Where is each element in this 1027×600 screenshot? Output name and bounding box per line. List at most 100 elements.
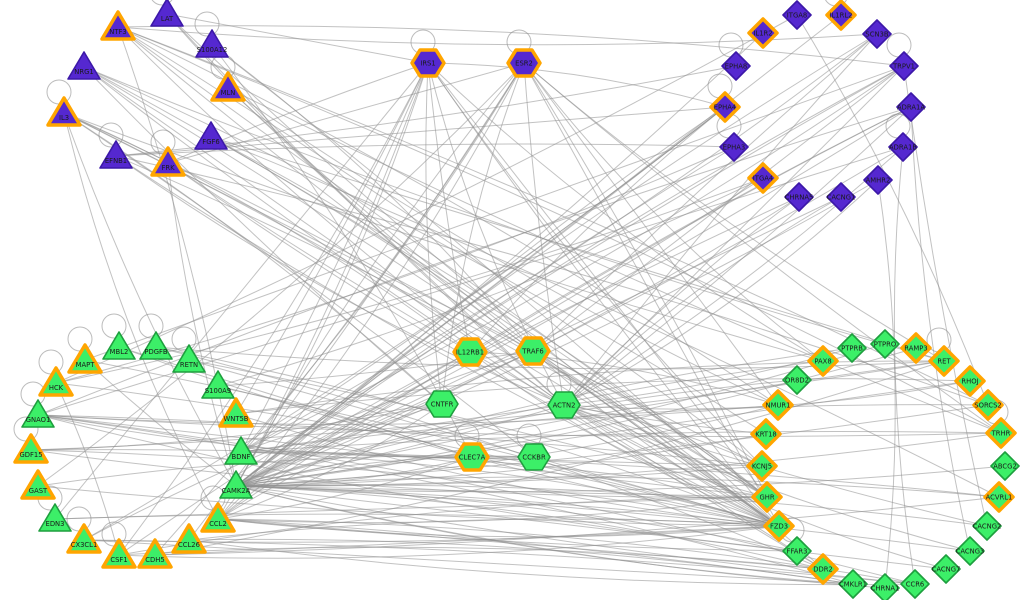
node-NTF3[interactable]: NTF3 xyxy=(100,10,136,41)
triangle-node-shape[interactable] xyxy=(67,343,103,374)
diamond-node-shape[interactable] xyxy=(983,481,1015,513)
node-CHRNA5[interactable]: CHRNA5 xyxy=(784,182,814,212)
hexagon-node-shape[interactable] xyxy=(547,391,581,419)
diamond-node-shape[interactable] xyxy=(888,132,918,162)
node-NRG1[interactable]: NRG1 xyxy=(67,51,101,80)
diamond-node-shape[interactable] xyxy=(972,389,1004,421)
triangle-node-shape[interactable] xyxy=(200,502,236,533)
diamond-node-shape[interactable] xyxy=(747,162,779,194)
triangle-node-shape[interactable] xyxy=(46,96,82,127)
node-CCR6[interactable]: CCR6 xyxy=(900,569,930,599)
node-CACNG2[interactable]: CACNG2 xyxy=(972,511,1002,541)
diamond-node-shape[interactable] xyxy=(746,450,778,482)
node-AMHR2[interactable]: AMHR2 xyxy=(863,165,893,195)
diamond-node-shape[interactable] xyxy=(807,345,839,377)
diamond-node-shape[interactable] xyxy=(838,569,868,599)
triangle-node-shape[interactable] xyxy=(66,523,102,554)
hexagon-node-shape[interactable] xyxy=(506,48,542,78)
triangle-node-shape[interactable] xyxy=(224,436,258,465)
hexagon-node-shape[interactable] xyxy=(452,337,488,367)
diamond-node-shape[interactable] xyxy=(863,165,893,195)
triangle-node-shape[interactable] xyxy=(38,366,74,397)
node-ACVRL1[interactable]: ACVRL1 xyxy=(983,481,1015,513)
diamond-node-shape[interactable] xyxy=(807,553,839,585)
triangle-node-shape[interactable] xyxy=(150,146,186,177)
diamond-node-shape[interactable] xyxy=(751,481,783,513)
diamond-node-shape[interactable] xyxy=(985,417,1017,449)
hexagon-node-shape[interactable] xyxy=(515,336,551,366)
triangle-node-shape[interactable] xyxy=(201,370,235,399)
diamond-node-shape[interactable] xyxy=(782,536,812,566)
hexagon-node-shape[interactable] xyxy=(517,443,551,471)
diamond-node-shape[interactable] xyxy=(784,182,814,212)
triangle-node-shape[interactable] xyxy=(218,397,254,428)
diamond-node-shape[interactable] xyxy=(719,132,749,162)
triangle-node-shape[interactable] xyxy=(150,0,184,27)
node-ESR2[interactable]: ESR2 xyxy=(506,48,542,78)
node-OR8D2[interactable]: OR8D2 xyxy=(782,365,812,395)
triangle-node-shape[interactable] xyxy=(13,433,49,464)
diamond-node-shape[interactable] xyxy=(889,51,919,81)
node-CACNG7[interactable]: CACNG7 xyxy=(931,554,961,584)
triangle-node-shape[interactable] xyxy=(101,538,137,569)
node-RHOJ[interactable]: RHOJ xyxy=(954,365,986,397)
hexagon-node-shape[interactable] xyxy=(425,390,459,418)
triangle-node-shape[interactable] xyxy=(219,470,253,499)
diamond-node-shape[interactable] xyxy=(782,365,812,395)
diamond-node-shape[interactable] xyxy=(928,345,960,377)
triangle-node-shape[interactable] xyxy=(210,71,246,102)
node-CCKBR[interactable]: CCKBR xyxy=(517,443,551,471)
diamond-node-shape[interactable] xyxy=(762,389,794,421)
diamond-node-shape[interactable] xyxy=(954,365,986,397)
diamond-node-shape[interactable] xyxy=(900,332,932,364)
hexagon-node-shape[interactable] xyxy=(454,442,490,472)
diamond-node-shape[interactable] xyxy=(825,0,857,31)
triangle-node-shape[interactable] xyxy=(67,51,101,80)
triangle-node-shape[interactable] xyxy=(172,344,206,373)
diamond-node-shape[interactable] xyxy=(837,333,867,363)
node-CACNG3[interactable]: CACNG3 xyxy=(955,536,985,566)
node-CHRNA1[interactable]: CHRNA1 xyxy=(870,573,900,600)
diamond-node-shape[interactable] xyxy=(721,51,751,81)
node-IRS1[interactable]: IRS1 xyxy=(410,48,446,78)
diamond-node-shape[interactable] xyxy=(955,536,985,566)
node-LAT[interactable]: LAT xyxy=(150,0,184,27)
diamond-node-shape[interactable] xyxy=(750,418,782,450)
triangle-node-shape[interactable] xyxy=(139,331,173,360)
node-KRT18[interactable]: KRT18 xyxy=(750,418,782,450)
node-ACTN2[interactable]: ACTN2 xyxy=(547,391,581,419)
diamond-node-shape[interactable] xyxy=(782,0,812,30)
triangle-node-shape[interactable] xyxy=(100,10,136,41)
node-CLEC7A[interactable]: CLEC7A xyxy=(454,442,490,472)
node-SORCS2[interactable]: SORCS2 xyxy=(972,389,1004,421)
node-CMKLR1[interactable]: CMKLR1 xyxy=(838,569,868,599)
triangle-node-shape[interactable] xyxy=(194,121,228,150)
diamond-node-shape[interactable] xyxy=(747,17,779,49)
node-IL12RB1[interactable]: IL12RB1 xyxy=(452,337,488,367)
diamond-node-shape[interactable] xyxy=(826,182,856,212)
hexagon-node-shape[interactable] xyxy=(410,48,446,78)
diamond-node-shape[interactable] xyxy=(900,569,930,599)
triangle-node-shape[interactable] xyxy=(38,503,72,532)
triangle-node-shape[interactable] xyxy=(195,29,229,58)
triangle-node-shape[interactable] xyxy=(137,538,173,569)
triangle-node-shape[interactable] xyxy=(20,469,56,500)
node-FGF6[interactable]: FGF6 xyxy=(194,121,228,150)
node-ITGA8[interactable]: ITGA8 xyxy=(782,0,812,30)
diamond-node-shape[interactable] xyxy=(972,511,1002,541)
diamond-node-shape[interactable] xyxy=(931,554,961,584)
triangle-node-shape[interactable] xyxy=(99,140,133,169)
diamond-node-shape[interactable] xyxy=(709,91,741,123)
diamond-node-shape[interactable] xyxy=(870,329,900,359)
node-ABCG2[interactable]: ABCG2 xyxy=(990,451,1020,481)
triangle-node-shape[interactable] xyxy=(171,523,207,554)
node-CNTFR[interactable]: CNTFR xyxy=(425,390,459,418)
diamond-node-shape[interactable] xyxy=(870,573,900,600)
diamond-node-shape[interactable] xyxy=(896,92,926,122)
diamond-node-shape[interactable] xyxy=(990,451,1020,481)
triangle-node-shape[interactable] xyxy=(102,331,136,360)
diamond-node-shape[interactable] xyxy=(862,19,892,49)
node-TRAF6[interactable]: TRAF6 xyxy=(515,336,551,366)
triangle-node-shape[interactable] xyxy=(21,399,55,428)
diamond-node-shape[interactable] xyxy=(763,510,795,542)
